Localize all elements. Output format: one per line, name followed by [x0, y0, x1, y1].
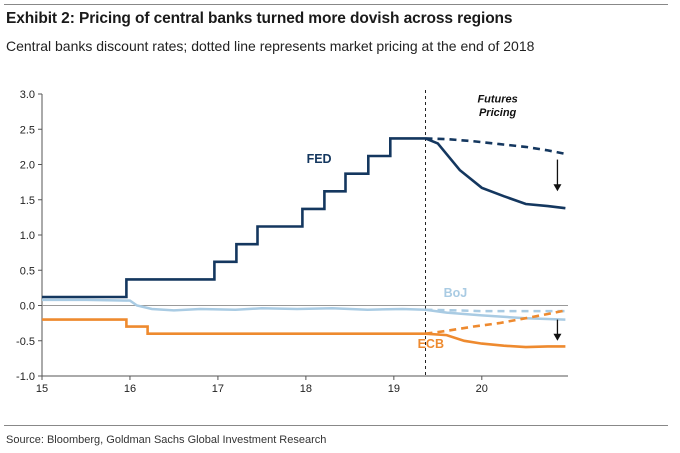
- x-tick-label: 20: [476, 383, 488, 395]
- chart-subtitle: Central banks discount rates; dotted lin…: [6, 38, 535, 54]
- y-tick-label: 3.0: [20, 89, 35, 101]
- x-tick-label: 16: [124, 383, 136, 395]
- y-tick-label: -0.5: [16, 336, 35, 348]
- futures-pricing-annotation: Futures: [477, 93, 517, 105]
- series-labels: FED BoJ ECB Futures Pricing: [307, 93, 518, 350]
- top-rule: [4, 4, 668, 5]
- series-line-ecb: [42, 318, 426, 336]
- series-label-fed: FED: [307, 152, 332, 166]
- x-tick-label: 18: [300, 383, 312, 395]
- source-note: Source: Bloomberg, Goldman Sachs Global …: [6, 434, 327, 446]
- y-tick-label: -1.0: [16, 371, 35, 383]
- x-tick-label: 17: [212, 383, 224, 395]
- x-tick-label: 15: [36, 383, 48, 395]
- series-line-fed-current-pricing: [425, 137, 566, 210]
- series-lines: [42, 137, 566, 349]
- y-tick-label: 0.5: [20, 265, 35, 277]
- bottom-rule: [4, 425, 668, 426]
- series-line-ecb-current-pricing: [425, 332, 566, 349]
- y-tick-label: 2.5: [20, 124, 35, 136]
- series-label-boj: BoJ: [444, 286, 468, 300]
- series-line-fed: [42, 137, 426, 299]
- series-label-ecb: ECB: [418, 337, 444, 351]
- y-tick-label: 1.5: [20, 195, 35, 207]
- series-line-fed-end-2018-pricing: [425, 137, 566, 156]
- axes: 3.0 2.5 2.0 1.5 1.0 0.5 0.0 -0.5 -1.015 16 17 18 19 2…: [16, 89, 568, 395]
- fed-shift-arrow-head: [553, 184, 562, 192]
- chart-title: Exhibit 2: Pricing of central banks turn…: [6, 10, 513, 27]
- ecb-shift-arrow-head: [553, 333, 562, 341]
- y-tick-label: 2.0: [20, 160, 35, 172]
- series-line-boj-end-2018-pricing: [425, 308, 566, 313]
- y-tick-label: 0.0: [20, 301, 35, 313]
- series-line-ecb-end-2018-pricing: [425, 309, 566, 335]
- y-tick-label: 1.0: [20, 230, 35, 242]
- x-tick-label: 19: [388, 383, 400, 395]
- series-line-boj: [42, 298, 566, 321]
- futures-pricing-annotation: Pricing: [479, 107, 517, 119]
